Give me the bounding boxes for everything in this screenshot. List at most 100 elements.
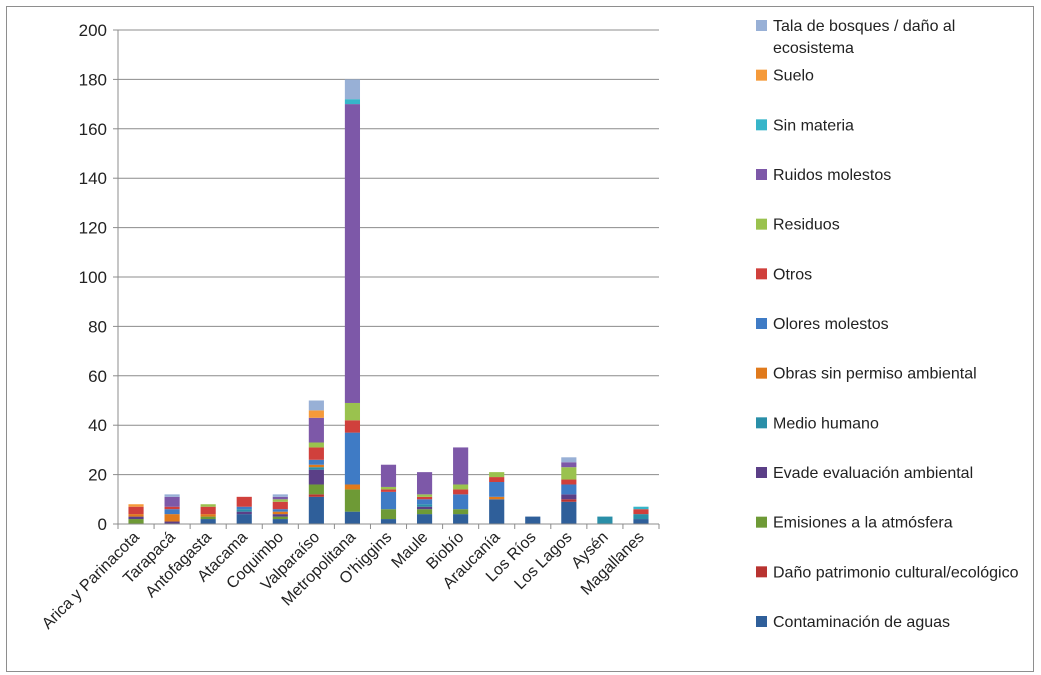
bar-stack bbox=[272, 494, 288, 524]
legend-item: Contaminación de aguas bbox=[756, 614, 950, 631]
legend-label: Emisiones a la atmósfera bbox=[773, 515, 953, 532]
bar-segment bbox=[561, 479, 577, 485]
legend-item: Evade evaluación ambiental bbox=[756, 465, 973, 482]
bar-segment bbox=[416, 506, 433, 510]
legend-label: Olores molestos bbox=[773, 316, 889, 333]
bar-segment bbox=[272, 496, 288, 500]
bar-segment bbox=[489, 496, 505, 500]
legend-item: Residuos bbox=[756, 217, 840, 234]
bar-segment bbox=[272, 509, 288, 512]
bar-segment bbox=[489, 482, 505, 497]
bar-segment bbox=[272, 514, 288, 517]
bar-segment bbox=[561, 499, 577, 502]
bar-segment bbox=[453, 489, 469, 495]
bar-segment bbox=[380, 509, 397, 520]
bar-segment bbox=[344, 79, 361, 100]
bar-segment bbox=[164, 509, 180, 515]
bar-segment bbox=[272, 494, 288, 497]
legend-label: Obras sin permiso ambiental bbox=[773, 366, 977, 383]
bar-segment bbox=[272, 516, 288, 520]
bar-segment bbox=[416, 472, 433, 495]
bar-segment bbox=[416, 509, 433, 515]
bar-segment bbox=[272, 511, 288, 515]
y-tick-label: 200 bbox=[79, 21, 107, 40]
y-tick-label: 0 bbox=[98, 515, 107, 534]
bar-segment bbox=[416, 494, 433, 497]
bar-stack bbox=[633, 506, 649, 524]
bar-segment bbox=[272, 499, 288, 502]
bar-segment bbox=[380, 491, 397, 510]
bar-segment bbox=[344, 484, 361, 490]
bar-stack bbox=[308, 400, 324, 524]
legend-label: Tala de bosques / daño al ecosistema bbox=[773, 18, 955, 57]
bar-segment bbox=[236, 496, 252, 507]
bar-stack bbox=[561, 457, 577, 524]
bar-segment bbox=[308, 467, 324, 470]
bar-segment bbox=[272, 501, 288, 510]
bar-segment bbox=[164, 514, 180, 522]
bar-segment bbox=[561, 484, 577, 495]
legend: Tala de bosques / daño al ecosistema Suelo… bbox=[756, 18, 1019, 631]
bar-segment bbox=[236, 514, 252, 524]
bar-segment bbox=[453, 484, 469, 490]
legend-item: Sin materia bbox=[756, 117, 854, 134]
bar-segment bbox=[128, 514, 144, 517]
bar-segment bbox=[308, 400, 324, 411]
legend-label: Evade evaluación ambiental bbox=[773, 465, 973, 482]
bar-segment bbox=[561, 494, 577, 500]
bar-segment bbox=[344, 99, 361, 105]
bar-segment bbox=[164, 496, 180, 507]
bar-segment bbox=[200, 504, 216, 507]
bar-segment bbox=[344, 104, 361, 403]
bar-segment bbox=[453, 514, 469, 524]
legend-swatch bbox=[756, 119, 767, 131]
legend-item: Obras sin permiso ambiental bbox=[756, 366, 977, 383]
legend-swatch bbox=[756, 69, 767, 81]
bar-segment bbox=[416, 504, 433, 507]
bar-segment bbox=[272, 519, 288, 524]
bar-segment bbox=[597, 516, 613, 524]
bar-layer bbox=[128, 79, 649, 524]
legend-swatch bbox=[756, 367, 767, 379]
legend-swatch bbox=[756, 20, 767, 31]
x-axis-ticks: Arica y ParinacotaTarapacáAntofagastaAta… bbox=[39, 524, 660, 633]
legend-label: Sin materia bbox=[773, 117, 854, 134]
legend-item: Otros bbox=[756, 266, 812, 283]
y-tick-label: 40 bbox=[88, 416, 107, 435]
x-tick-label: Maule bbox=[389, 529, 432, 572]
axis-lines bbox=[117, 30, 659, 525]
legend-label: Ruidos molestos bbox=[773, 167, 891, 184]
bar-stack bbox=[525, 516, 541, 524]
chart-frame: 0 20 40 60 80 100 120 140 160 180 200 Arica y Pari… bbox=[6, 6, 1034, 672]
bar-stack bbox=[164, 494, 180, 524]
legend-swatch bbox=[756, 268, 767, 280]
legend-item: Ruidos molestos bbox=[756, 167, 891, 184]
bar-stack bbox=[489, 472, 505, 524]
bar-segment bbox=[308, 494, 324, 497]
bar-segment bbox=[128, 506, 144, 515]
legend-item: Emisiones a la atmósfera bbox=[756, 515, 953, 532]
bar-segment bbox=[164, 494, 180, 497]
bar-segment bbox=[200, 506, 216, 515]
legend-swatch bbox=[756, 616, 767, 627]
bar-stack bbox=[597, 516, 613, 524]
bar-segment bbox=[344, 489, 361, 512]
y-tick-label: 20 bbox=[88, 466, 107, 485]
legend-item: Daño patrimonio cultural/ecológico bbox=[756, 564, 1019, 581]
legend-swatch bbox=[756, 566, 767, 578]
bar-segment bbox=[380, 489, 397, 492]
bar-segment bbox=[200, 516, 216, 520]
bar-segment bbox=[308, 417, 324, 443]
bar-segment bbox=[128, 516, 144, 520]
bar-segment bbox=[561, 501, 577, 524]
bar-segment bbox=[128, 504, 144, 507]
bar-segment bbox=[164, 521, 180, 524]
legend-swatch bbox=[756, 417, 767, 429]
bar-stack bbox=[128, 504, 144, 524]
bar-segment bbox=[633, 519, 649, 524]
bar-segment bbox=[308, 469, 324, 485]
legend-item: Olores molestos bbox=[756, 316, 889, 333]
bar-segment bbox=[200, 519, 216, 524]
bar-segment bbox=[236, 511, 252, 515]
bar-segment bbox=[308, 447, 324, 460]
